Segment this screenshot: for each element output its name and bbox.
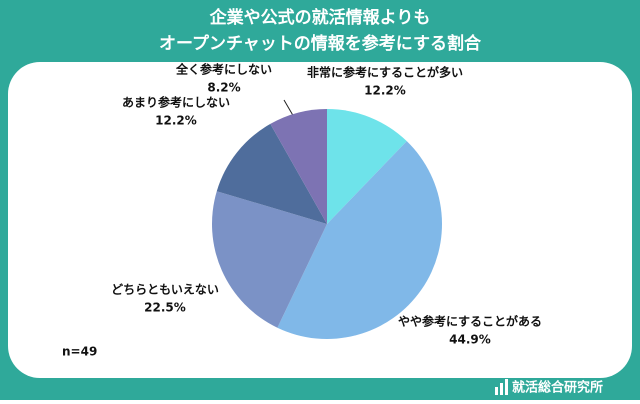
value-label: 12.2%	[155, 114, 197, 128]
slice-label: 非常に参考にすることが多い	[307, 65, 463, 80]
slice-label: どちらともいえない	[111, 283, 219, 297]
slice-label: 全く参考にしない	[175, 62, 272, 77]
value-label: 12.2%	[364, 84, 406, 98]
source: 就活総合研究所	[512, 380, 603, 396]
chart-title: オープンチャットの情報を参考にする割合	[159, 33, 482, 54]
pie-slice	[270, 108, 327, 224]
pie-slice	[211, 191, 327, 328]
value-label: 22.5%	[144, 301, 186, 315]
sample-size: n=49	[62, 345, 97, 359]
value-label: 8.2%	[207, 81, 240, 95]
chart-title: 企業や公式の就活情報よりも	[209, 7, 431, 28]
value-label: 44.9%	[449, 333, 491, 347]
pie-slice	[216, 123, 327, 224]
slice-label: やや参考にすることがある	[398, 314, 542, 329]
logo-icon	[495, 379, 508, 395]
slice-label: あまり参考にしない	[122, 95, 230, 110]
pie-slice	[277, 141, 442, 339]
pie-slice	[327, 109, 407, 224]
